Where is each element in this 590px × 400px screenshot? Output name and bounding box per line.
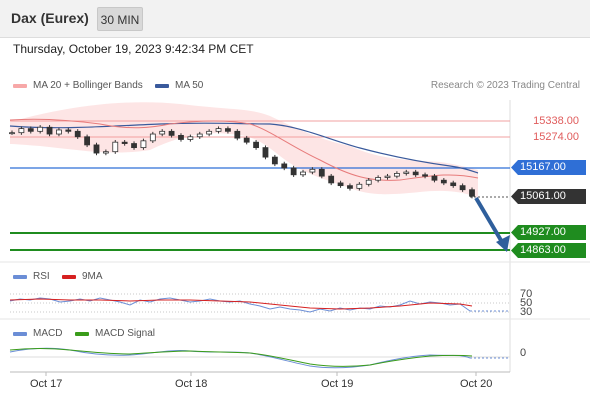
ma50-swatch-icon xyxy=(155,83,169,88)
candle-body xyxy=(234,130,241,139)
x-tick-oct20: Oct 20 xyxy=(460,378,493,390)
candle-body xyxy=(290,167,297,176)
timestamp: Thursday, October 19, 2023 9:42:34 PM CE… xyxy=(13,42,254,56)
macd-axis-0: 0 xyxy=(520,347,527,359)
candle-body xyxy=(281,163,288,169)
last-price-badge: 15061.00 xyxy=(511,189,586,204)
pivot-badge: 15167.00 xyxy=(511,160,586,175)
macd-swatch-icon xyxy=(13,331,27,336)
candle-body xyxy=(243,137,250,143)
candle-body xyxy=(356,183,363,189)
rsi-axis-50: 50 xyxy=(520,297,533,309)
candle-body xyxy=(196,133,203,138)
candle-body xyxy=(187,136,194,140)
legend-ma50-label: MA 50 xyxy=(175,80,204,91)
support-1-badge: 14927.00 xyxy=(511,225,586,240)
candles xyxy=(9,125,475,199)
candle-body xyxy=(27,128,34,132)
macd-signal-line xyxy=(9,348,473,367)
forecast-arrow-line xyxy=(474,196,504,244)
candle-body xyxy=(337,182,344,187)
rsi-axis-30: 30 xyxy=(520,306,533,318)
chart-header: Dax (Eurex) 30 MIN xyxy=(0,0,590,38)
instrument-title: Dax (Eurex) xyxy=(11,10,89,26)
legend-macd-signal-label: MACD Signal xyxy=(95,328,156,339)
candle-body xyxy=(375,177,382,181)
candle-body xyxy=(178,134,184,140)
candle-body xyxy=(215,128,222,132)
candle-body xyxy=(253,141,259,149)
candle-body xyxy=(393,173,400,177)
candle-body xyxy=(112,141,119,153)
legend-rsi: RSI xyxy=(13,271,50,282)
candle-body xyxy=(9,132,15,135)
candle-body xyxy=(422,174,428,177)
candle-body xyxy=(74,130,81,138)
ma50-line xyxy=(9,122,479,174)
legend-macd-label: MACD xyxy=(33,328,63,339)
candle-body xyxy=(131,143,137,149)
legend-ma20-bb-label: MA 20 + Bollinger Bands xyxy=(33,80,143,91)
candle-body xyxy=(328,175,335,184)
rsi-ma-line xyxy=(9,298,473,310)
legend-rsi-label: RSI xyxy=(33,271,50,282)
candle-body xyxy=(347,185,353,189)
candle-body xyxy=(65,129,72,132)
candle-body xyxy=(168,130,175,136)
x-tick-oct18: Oct 18 xyxy=(175,378,208,390)
candle-body xyxy=(450,182,457,187)
candle-body xyxy=(300,171,306,176)
candle-body xyxy=(46,126,53,135)
candle-body xyxy=(440,179,447,184)
legend-ma20-bb: MA 20 + Bollinger Bands xyxy=(13,80,143,91)
candle-body xyxy=(318,168,325,177)
legend-rsi-ma-label: 9MA xyxy=(82,271,103,282)
candle-body xyxy=(271,156,278,165)
x-tick-oct17: Oct 17 xyxy=(30,378,63,390)
copyright: Research © 2023 Trading Central xyxy=(430,80,580,91)
bollinger-swatch-icon xyxy=(13,83,27,88)
candle-body xyxy=(159,130,166,135)
rsi-axis-70: 70 xyxy=(520,288,533,300)
candle-body xyxy=(37,126,44,132)
candle-body xyxy=(403,171,410,174)
timeframe-button[interactable]: 30 MIN xyxy=(97,7,143,31)
candle-body xyxy=(309,168,316,173)
resistance-1-label: 15274.00 xyxy=(533,131,579,143)
candle-body xyxy=(102,151,109,154)
legend-macd: MACD xyxy=(13,328,62,339)
candle-body xyxy=(121,141,128,144)
candle-body xyxy=(431,175,438,181)
legend-rsi-ma: 9MA xyxy=(62,271,103,282)
bollinger-band-area xyxy=(10,102,478,198)
support-2-badge: 14863.00 xyxy=(511,243,586,258)
rsi-ma-swatch-icon xyxy=(62,274,76,279)
candle-body xyxy=(412,171,419,176)
candle-body xyxy=(140,140,147,149)
x-tick-oct19: Oct 19 xyxy=(321,378,354,390)
candle-body xyxy=(262,147,269,158)
rsi-swatch-icon xyxy=(13,274,27,279)
candle-body xyxy=(206,130,213,135)
legend-macd-signal: MACD Signal xyxy=(75,328,155,339)
candle-body xyxy=(84,136,91,146)
candle-body xyxy=(469,189,475,197)
resistance-2-label: 15338.00 xyxy=(533,115,579,127)
ma20-line xyxy=(9,118,479,181)
legend-ma50: MA 50 xyxy=(155,80,203,91)
candle-body xyxy=(365,179,372,185)
candle-body xyxy=(384,175,391,178)
forecast-arrow-icon xyxy=(496,235,510,252)
candle-body xyxy=(56,129,62,135)
macd-signal-swatch-icon xyxy=(75,331,89,336)
candle-body xyxy=(459,185,466,191)
candle-body xyxy=(18,128,25,134)
candle-body xyxy=(149,133,156,142)
candle-body xyxy=(225,128,231,132)
candle-body xyxy=(93,144,100,154)
